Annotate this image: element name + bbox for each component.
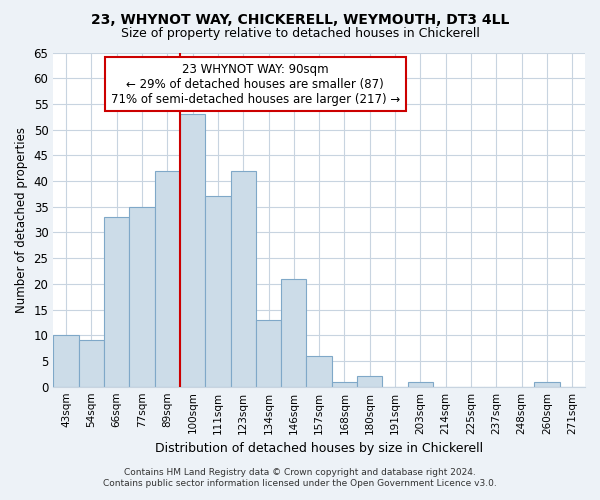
Y-axis label: Number of detached properties: Number of detached properties [15, 126, 28, 312]
Bar [79, 340, 104, 386]
X-axis label: Distribution of detached houses by size in Chickerell: Distribution of detached houses by size … [155, 442, 483, 455]
Text: 23, WHYNOT WAY, CHICKERELL, WEYMOUTH, DT3 4LL: 23, WHYNOT WAY, CHICKERELL, WEYMOUTH, DT… [91, 12, 509, 26]
Bar [230, 170, 256, 386]
Text: Size of property relative to detached houses in Chickerell: Size of property relative to detached ho… [121, 28, 479, 40]
Bar [281, 278, 307, 386]
Bar [307, 356, 332, 386]
Bar [205, 196, 230, 386]
Bar [104, 217, 129, 386]
Bar [256, 320, 281, 386]
Bar [155, 170, 180, 386]
Bar [535, 382, 560, 386]
Text: Contains HM Land Registry data © Crown copyright and database right 2024.
Contai: Contains HM Land Registry data © Crown c… [103, 468, 497, 487]
Bar [129, 206, 155, 386]
Bar [53, 336, 79, 386]
Bar [180, 114, 205, 386]
Text: 23 WHYNOT WAY: 90sqm
← 29% of detached houses are smaller (87)
71% of semi-detac: 23 WHYNOT WAY: 90sqm ← 29% of detached h… [111, 62, 400, 106]
Bar [408, 382, 433, 386]
Bar [332, 382, 357, 386]
Bar [357, 376, 382, 386]
